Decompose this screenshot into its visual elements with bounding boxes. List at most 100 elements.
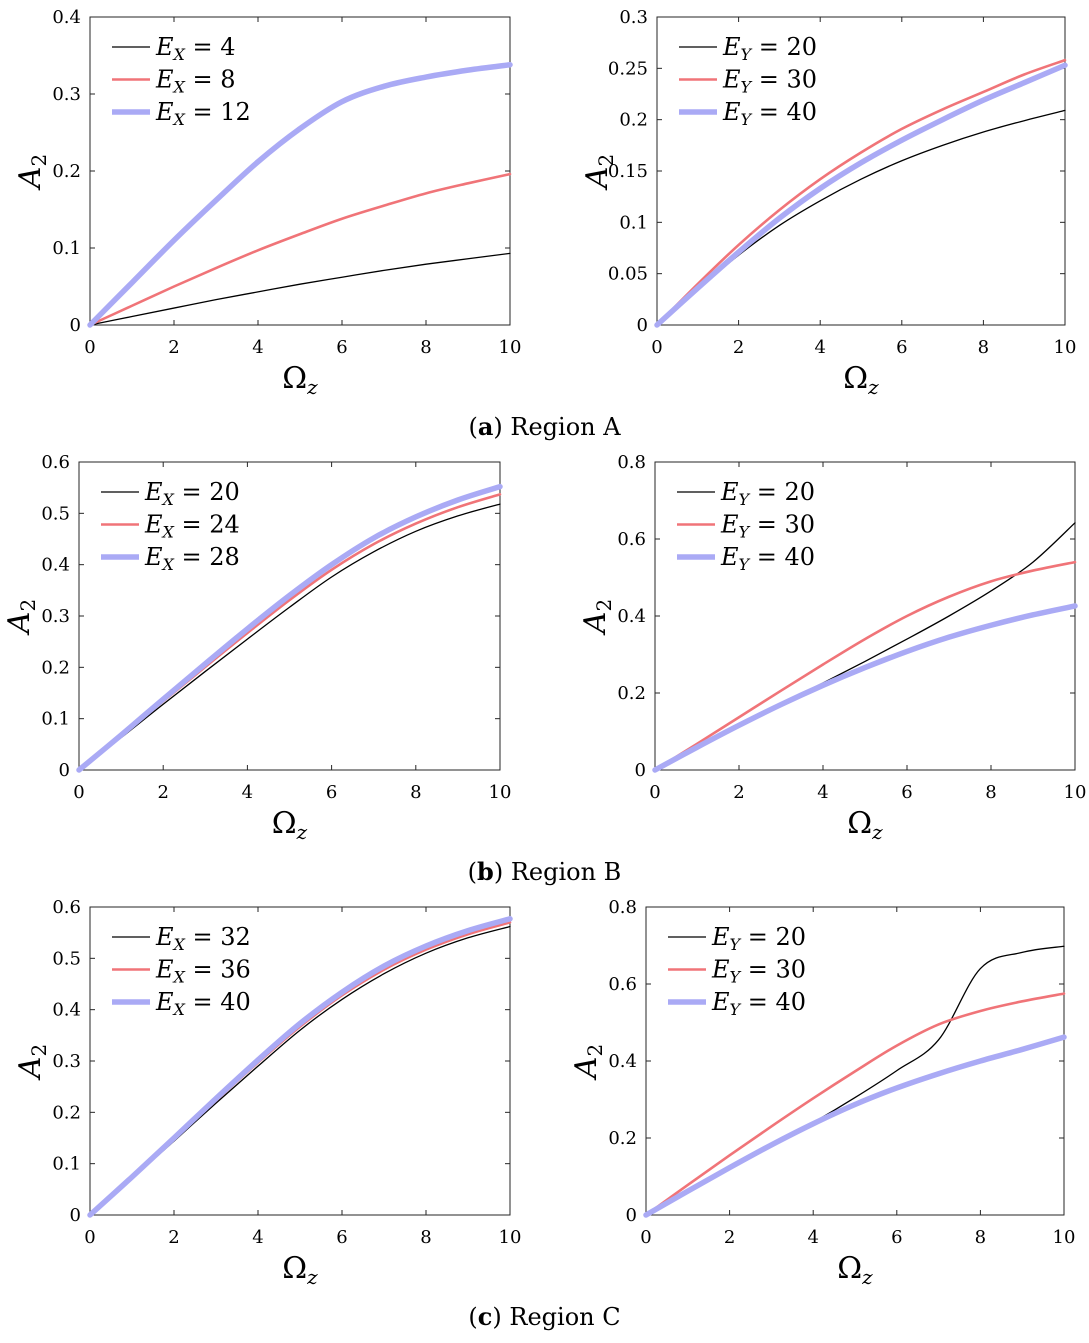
x-tick-label: 4 [814,337,825,358]
legend-label: EX = 24 [144,511,240,542]
legend-label: EY = 40 [722,98,817,129]
x-tick-label: 0 [73,782,84,803]
x-axis-label: Ωz [282,1251,318,1289]
x-tick-label: 10 [499,337,522,358]
y-axis-label: A2 [569,1044,607,1081]
legend-label: EY = 30 [720,511,815,542]
y-tick-label: 0.6 [608,974,637,995]
y-axis-label: A2 [578,599,616,636]
x-tick-label: 10 [499,1227,522,1248]
y-tick-label: 0.05 [608,264,648,285]
x-tick-label: 6 [896,337,907,358]
y-axis-label: A2 [580,154,618,191]
x-tick-label: 0 [84,1227,95,1248]
series-line-red [653,560,1077,772]
series-line-blue [643,1034,1067,1218]
y-tick-label: 0.2 [41,657,70,678]
x-tick-label: 2 [733,337,744,358]
series-line-red [77,493,502,772]
x-tick-label: 2 [724,1227,735,1248]
x-tick-label: 6 [901,782,912,803]
legend-label: EX = 32 [155,923,251,954]
y-tick-label: 0.1 [41,709,70,730]
legend-label: EX = 40 [155,988,251,1019]
y-tick-label: 0.1 [52,238,81,259]
axes-box [654,461,1076,771]
y-tick-label: 0 [637,315,648,336]
legend-label: EY = 30 [711,956,806,987]
caption-region-c: (c) Region C [468,1302,621,1331]
x-tick-label: 10 [1054,337,1077,358]
y-tick-label: 0.8 [608,897,637,918]
x-tick-label: 6 [891,1227,902,1248]
series-line-black [645,945,1065,1216]
series-line-black [78,503,501,771]
x-axis-label: Ωz [843,361,879,399]
y-tick-label: 0.15 [608,161,648,182]
y-axis-label: A2 [13,154,51,191]
y-tick-label: 0.4 [52,1000,81,1021]
legend-label: EY = 20 [722,33,817,64]
series-line-red [88,172,512,327]
series-line-black [656,109,1066,326]
chart-panel-1: 0 2 4 6 8 10 0 0.1 0.2 0.3 0.4 Ωz A2 EX = 4EX = 8EX =… [13,7,521,399]
y-tick-label: 0.2 [52,1102,81,1123]
y-tick-label: 0.4 [41,555,70,576]
axes-box [89,906,511,1216]
x-tick-label: 4 [807,1227,818,1248]
y-tick-label: 0.25 [608,58,648,79]
y-tick-label: 0 [70,1205,81,1226]
y-tick-label: 0.4 [52,7,81,28]
y-tick-label: 0.1 [52,1154,81,1175]
x-tick-label: 4 [252,1227,263,1248]
caption-letter: a [477,412,494,441]
x-tick-label: 0 [649,782,660,803]
x-tick-label: 2 [733,782,744,803]
chart-panel-2: 0 2 4 6 8 10 0 0.05 0.1 0.15 0.2 0.25 0.3 Ωz A2 EY = 20… [580,7,1076,399]
caption-text: Region C [509,1303,621,1331]
x-tick-label: 4 [817,782,828,803]
series-line-red [88,921,512,1217]
x-tick-label: 0 [84,337,95,358]
x-tick-label: 6 [326,782,337,803]
y-tick-label: 0.3 [52,1051,81,1072]
y-tick-label: 0 [635,760,646,781]
y-tick-label: 0 [70,315,81,336]
legend-label: EY = 20 [720,478,815,509]
x-tick-label: 8 [420,337,431,358]
x-tick-label: 10 [489,782,512,803]
legend-label: EY = 40 [711,988,806,1019]
series-line-black [654,522,1076,771]
x-tick-label: 8 [975,1227,986,1248]
caption-text: Region A [510,413,621,441]
y-tick-label: 0.2 [52,161,81,182]
y-tick-label: 0.3 [41,606,70,627]
x-tick-label: 0 [640,1227,651,1248]
series-line-black [89,925,511,1216]
y-tick-label: 0.4 [617,606,646,627]
legend-label: EX = 8 [155,66,236,97]
caption-text: Region B [510,858,622,886]
x-axis-label: Ωz [847,806,883,844]
series-line-black [89,252,511,326]
series-line-blue [652,603,1078,773]
x-tick-label: 10 [1064,782,1087,803]
y-tick-label: 0.2 [619,110,648,131]
y-tick-label: 0.5 [41,503,70,524]
x-tick-label: 0 [651,337,662,358]
y-tick-label: 0.2 [608,1128,637,1149]
x-tick-label: 8 [410,782,421,803]
legend-label: EY = 20 [711,923,806,954]
legend-label: EY = 30 [722,66,817,97]
x-tick-label: 4 [242,782,253,803]
x-axis-label: Ωz [837,1251,873,1289]
legend-label: EY = 40 [720,543,815,574]
series-line-blue [87,61,513,328]
y-tick-label: 0 [626,1205,637,1226]
x-tick-label: 6 [336,1227,347,1248]
legend-label: EX = 4 [155,33,236,64]
